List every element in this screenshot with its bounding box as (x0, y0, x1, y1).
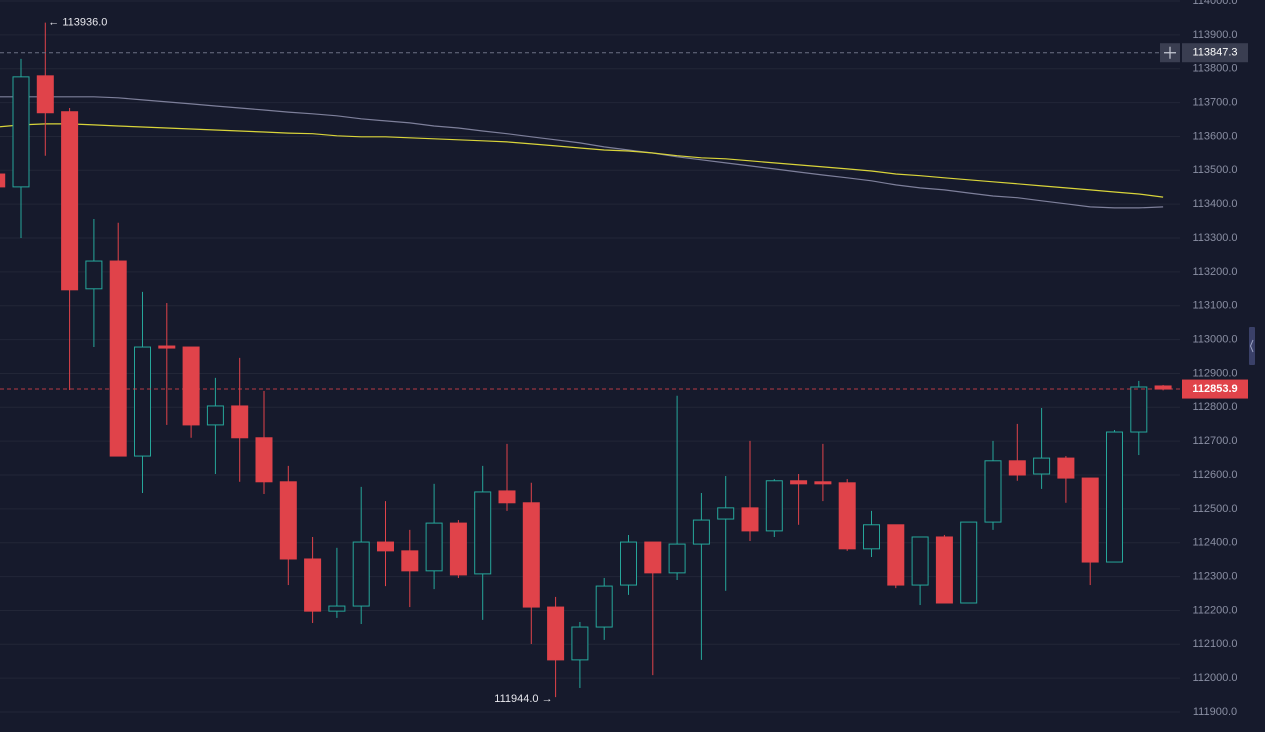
y-tick-label: 113400.0 (1192, 198, 1237, 210)
candle-body (0, 173, 6, 188)
plus-icon (1164, 46, 1176, 59)
candle-body (1008, 460, 1026, 476)
last-price-box (1182, 379, 1248, 399)
y-tick-label: 113100.0 (1192, 300, 1237, 312)
y-tick-label: 113900.0 (1192, 29, 1237, 41)
last-price-label: 112853.9 (1192, 383, 1237, 395)
candle-body (85, 260, 103, 290)
candle-body (741, 507, 759, 532)
y-tick-label: 112900.0 (1192, 367, 1237, 379)
candle-body (1081, 477, 1099, 563)
candle-body (182, 346, 200, 426)
candle-body (231, 405, 249, 439)
crosshair-price-box (1182, 43, 1248, 63)
candle-body (717, 507, 735, 520)
moving-average-line (0, 123, 1164, 198)
candle-body (377, 541, 394, 552)
y-tick-label: 114000.0 (1192, 0, 1237, 7)
extreme-label: 111944.0 → (494, 693, 552, 705)
candle-body (158, 345, 176, 349)
candle-body (620, 541, 637, 586)
y-tick-label: 113600.0 (1192, 130, 1237, 142)
y-tick-label: 113700.0 (1192, 96, 1237, 108)
candle-body (644, 541, 662, 574)
y-tick-label: 113500.0 (1192, 164, 1237, 176)
y-tick-label: 112300.0 (1192, 571, 1237, 583)
candle-body (134, 346, 151, 457)
y-tick-label: 111900.0 (1193, 706, 1237, 718)
y-tick-label: 112100.0 (1192, 638, 1237, 650)
candle-body (814, 481, 832, 485)
grid (0, 0, 1180, 713)
candle-body (790, 480, 808, 485)
candle-body (36, 75, 54, 114)
candle-body (692, 519, 710, 545)
y-tick-label: 113000.0 (1192, 333, 1237, 345)
candle-body (498, 490, 516, 504)
candle-body (960, 521, 978, 604)
candle-body (425, 522, 443, 572)
candle-body (328, 605, 346, 612)
handle-arrow (1249, 339, 1254, 353)
candle-body (352, 541, 370, 607)
y-tick-label: 112200.0 (1192, 604, 1237, 616)
extreme-label: ← 113936.0 (48, 17, 107, 29)
moving-average-line (0, 96, 1164, 209)
candle-body (838, 482, 856, 550)
candle-body (255, 437, 273, 483)
y-axis: 111900.0 112000.0 112100.0 112200.0 112300.0… (1192, 0, 1237, 718)
candle-body (1130, 386, 1148, 433)
candle-body (1033, 457, 1051, 475)
candle-body (863, 524, 880, 550)
y-tick-label: 112000.0 (1192, 672, 1237, 684)
y-tick-label: 113800.0 (1192, 63, 1237, 75)
y-tick-label: 112600.0 (1192, 469, 1237, 481)
candle-body (595, 585, 613, 628)
candle-body (571, 626, 589, 661)
candle-body (984, 460, 1002, 523)
y-tick-label: 112700.0 (1192, 435, 1237, 447)
candle-body (12, 76, 30, 188)
y-tick-label: 112800.0 (1192, 401, 1237, 413)
candle-body (474, 491, 492, 575)
candle-body (304, 558, 322, 612)
candle-body (1106, 431, 1123, 563)
y-tick-label: 113200.0 (1192, 266, 1237, 278)
candle-body (668, 543, 686, 574)
y-tick-label: 112400.0 (1192, 537, 1237, 549)
candle-body (547, 606, 565, 661)
candle-body (109, 260, 127, 457)
candle-body (401, 550, 419, 572)
candle-body (911, 536, 929, 586)
y-tick-label: 112500.0 (1192, 503, 1237, 515)
panel-handle[interactable] (1249, 327, 1255, 365)
candle-body (522, 502, 540, 608)
y-tick-label: 113300.0 (1192, 232, 1237, 244)
candle-body (449, 522, 467, 576)
candle-body (206, 405, 224, 426)
candle-body (61, 111, 79, 291)
candle-body (1057, 457, 1075, 479)
plot-area (0, 22, 1180, 698)
candle-body (935, 536, 953, 604)
candle-body (887, 524, 905, 586)
candle-body (279, 481, 297, 560)
crosshair-price-label: 113847.3 (1192, 47, 1237, 59)
candle-body (765, 480, 783, 532)
